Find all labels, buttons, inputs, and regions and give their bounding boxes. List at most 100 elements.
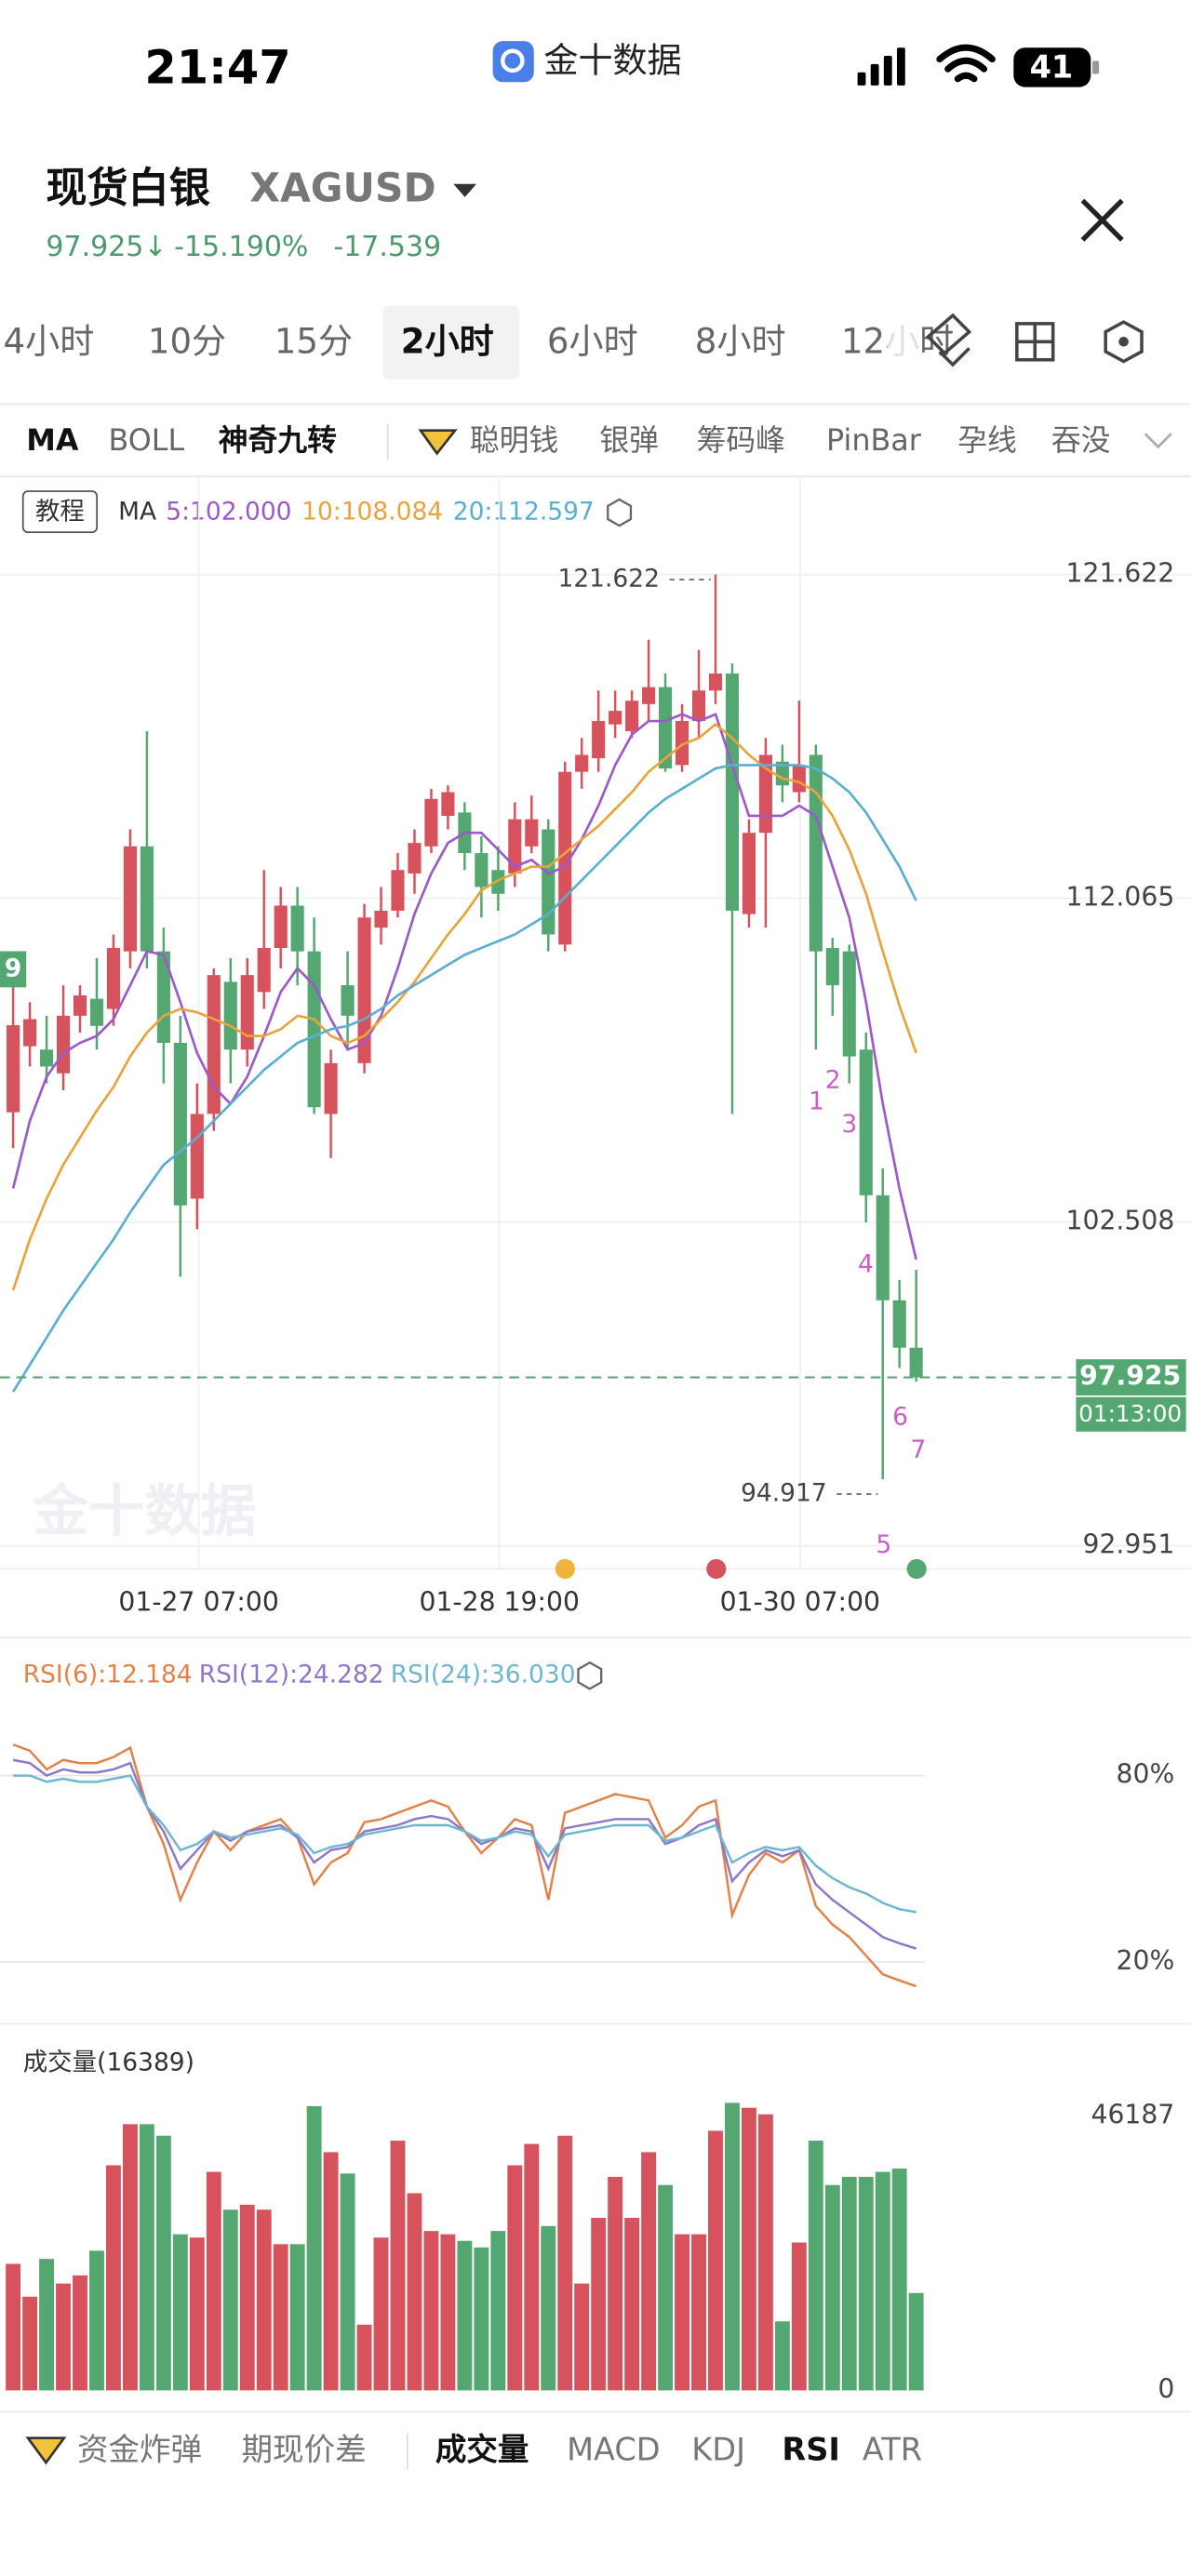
volume-bar [858,2176,874,2391]
sequence-label: 5 [876,1530,891,1559]
candle-body [725,674,740,911]
volume-bar [139,2124,154,2391]
app-icon [492,41,534,83]
indicator-tab[interactable]: BOLL [109,424,185,458]
indicator-tab[interactable]: PinBar [826,424,922,458]
y-tick-label: 121.622 [1066,558,1175,589]
ma-legend: 10:108.084 [301,497,443,526]
volume-bar [507,2165,523,2391]
bottom-tab[interactable]: KDJ [691,2431,745,2467]
change-amount: -17.539 [333,231,441,263]
candle-body [508,819,522,874]
volume-bar [106,2165,121,2391]
volume-bar [239,2204,255,2391]
tutorial-label: 教程 [35,497,85,526]
volume-bar [206,2171,221,2391]
indicator-tab[interactable]: 孕线 [957,424,1017,458]
candle-body [592,721,606,759]
ma-settings-icon[interactable] [607,498,633,527]
sequence-box [0,951,27,988]
ma-label: MA [118,497,156,526]
volume-bar [641,2152,657,2391]
volume-bar [824,2184,840,2391]
candle-body [892,1300,906,1348]
candle-body [307,951,321,1108]
draw-tool-icon[interactable] [925,313,972,367]
volume-bar [306,2105,322,2391]
bottom-tab[interactable]: ATR [863,2431,922,2467]
candle-body [173,1042,187,1206]
wifi-icon [936,44,996,83]
ma-line [11,722,917,1291]
event-dot[interactable] [906,1558,927,1580]
volume-bar [289,2244,305,2391]
candle-body [240,975,254,1050]
event-dot[interactable] [555,1558,575,1580]
bottom-tab[interactable]: 成交量 [435,2431,529,2467]
settings-icon[interactable] [1104,320,1144,364]
candle-body [391,870,405,911]
candle-body [642,687,656,704]
candle-body [491,870,505,894]
bottom-tab[interactable]: 期现价差 [242,2431,367,2467]
event-dot[interactable] [706,1558,727,1580]
signal-icon [857,47,905,86]
bottom-tab[interactable]: RSI [782,2431,839,2467]
ma-line [11,764,917,1393]
candle-body [691,690,706,722]
volume-bar [675,2234,689,2391]
y-tick-label: 20% [1117,1945,1175,1976]
candle-body [123,846,137,952]
y-tick-label: 102.508 [1066,1206,1175,1236]
volume-bar [56,2283,71,2391]
timeframe-tab[interactable]: 8小时 [695,322,786,362]
instrument-name: 现货白银 [46,165,210,212]
candle-body [324,1062,338,1114]
candle-body [408,843,422,874]
volume-bar [73,2275,87,2391]
timeframe-tab[interactable]: 2小时 [401,322,494,362]
last-price: 97.925↓ [46,231,167,263]
candle-body [708,674,723,691]
tutorial-button[interactable] [21,490,99,534]
volume-bar [172,2234,188,2391]
close-button[interactable] [1080,198,1124,242]
candle-body [475,853,488,888]
x-tick-label: 01-30 07:00 [720,1587,880,1618]
indicator-tab[interactable]: 银弹 [599,424,659,458]
candle-body [609,711,622,725]
y-tick-label: 92.951 [1082,1529,1174,1560]
volume-bar [407,2193,422,2391]
sequence-label: 6 [892,1403,908,1432]
indicator-tab[interactable]: 筹码峰 [697,424,785,458]
rsi-settings-icon[interactable] [577,1661,603,1690]
timeframe-tab[interactable]: 10分 [148,322,226,362]
indicator-tab[interactable]: 聪明钱 [470,424,558,458]
timeframe-tab[interactable]: 15分 [274,322,353,362]
symbol-dropdown[interactable] [453,183,476,197]
candle-body [758,754,772,834]
indicator-tab[interactable]: 吞没 [1051,424,1111,458]
volume-bar [256,2209,272,2391]
battery-cap [1092,60,1100,74]
volume-bar [323,2152,339,2391]
indicator-tab[interactable]: 神奇九转 [219,424,337,458]
volume-bar [791,2242,807,2391]
candle-body [525,819,539,847]
layout-icon[interactable] [1015,322,1055,362]
bottom-tab[interactable]: 资金炸弹 [77,2431,202,2467]
expand-chevron[interactable] [1144,433,1172,449]
candle-body [542,829,555,935]
candle-body [341,985,355,1016]
volume-bar [39,2259,55,2391]
timeframe-tab[interactable]: 4小时 [4,322,95,362]
volume-bar [340,2173,355,2391]
timeframe-tab[interactable]: 6小时 [547,322,638,362]
bottom-tab[interactable]: MACD [567,2431,661,2467]
y-tick-label: 0 [1158,2373,1174,2404]
indicator-tab[interactable]: MA [26,424,79,458]
x-tick-label: 01-27 07:00 [118,1587,278,1618]
candle-body [575,754,589,772]
